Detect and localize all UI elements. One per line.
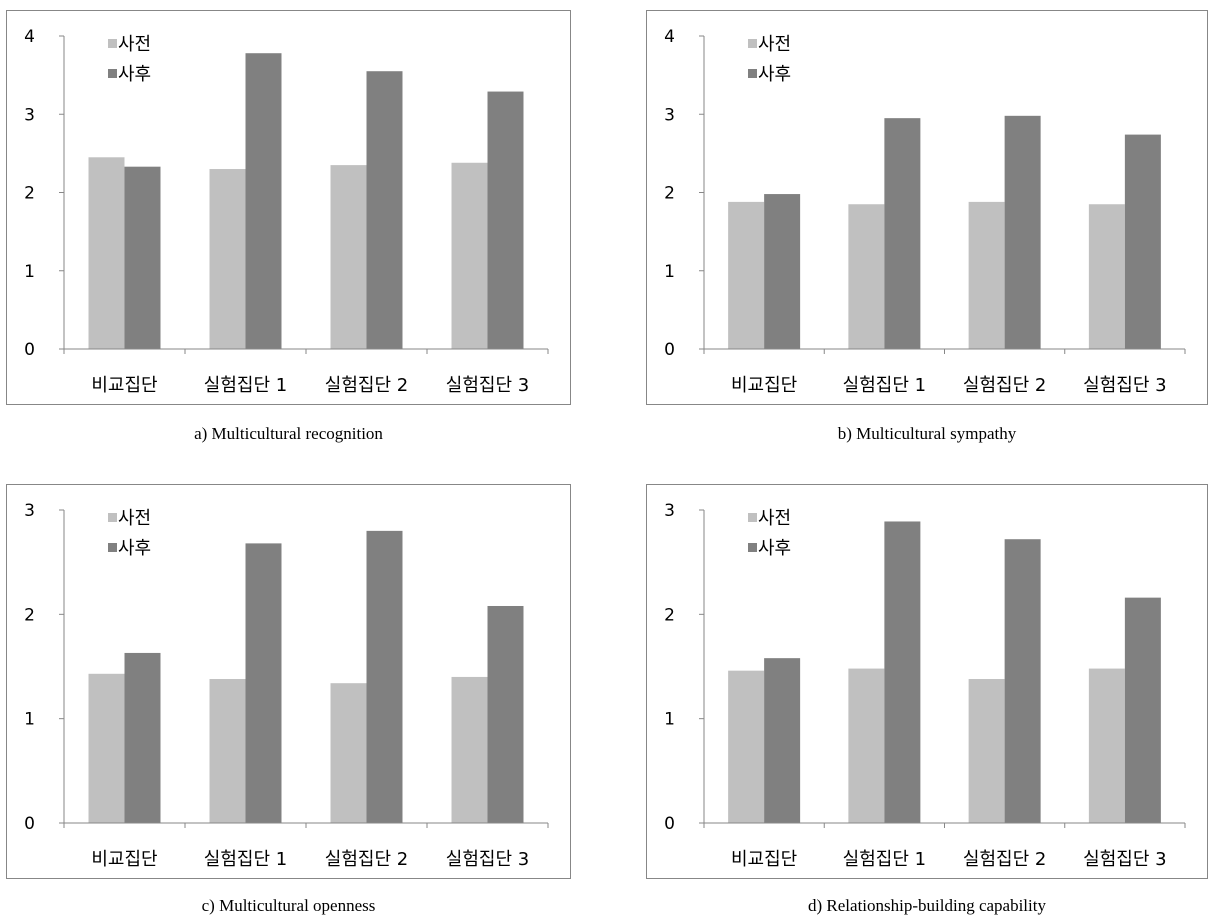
legend-swatch xyxy=(108,39,117,48)
bar-post xyxy=(245,543,282,823)
y-tick-label: 3 xyxy=(664,105,675,125)
legend-label: 사후 xyxy=(118,538,151,559)
legend-label: 사후 xyxy=(758,538,791,559)
y-tick-label: 3 xyxy=(24,501,35,521)
bar-pre xyxy=(1088,204,1125,349)
bar-post xyxy=(245,53,282,350)
bar-post xyxy=(884,118,921,349)
x-tick-label: 비교집단 xyxy=(91,849,157,870)
chart-caption-a: a) Multicultural recognition xyxy=(194,424,383,443)
chart-caption-c: c) Multicultural openness xyxy=(201,896,376,915)
bar-pre xyxy=(209,169,246,349)
bar-post xyxy=(884,521,921,823)
x-tick-label: 실험집단 1 xyxy=(204,375,287,396)
y-tick-label: 4 xyxy=(24,27,35,47)
x-tick-label: 실험집단 2 xyxy=(963,375,1046,396)
x-tick-label: 비교집단 xyxy=(91,375,157,396)
bar-pre xyxy=(968,679,1005,823)
y-tick-label: 0 xyxy=(24,340,35,360)
x-tick-label: 비교집단 xyxy=(731,375,797,396)
bar-pre xyxy=(728,670,765,823)
x-tick-label: 실험집단 3 xyxy=(446,849,529,870)
chart-caption-d: d) Relationship-building capability xyxy=(808,896,1046,915)
bar-pre xyxy=(330,683,367,823)
y-tick-label: 2 xyxy=(24,605,35,625)
bar-pre xyxy=(451,676,488,823)
x-tick-label: 실험집단 1 xyxy=(843,375,926,396)
y-tick-label: 2 xyxy=(664,605,675,625)
bar-post xyxy=(1004,539,1041,823)
x-tick-label: 실험집단 3 xyxy=(446,375,529,396)
legend-swatch xyxy=(748,513,757,522)
x-tick-label: 실험집단 1 xyxy=(843,849,926,870)
x-tick-label: 실험집단 1 xyxy=(204,849,287,870)
y-tick-label: 0 xyxy=(664,814,675,834)
y-tick-label: 1 xyxy=(24,710,35,730)
y-tick-label: 3 xyxy=(664,501,675,521)
legend-swatch xyxy=(748,39,757,48)
bar-pre xyxy=(968,201,1005,349)
x-tick-label: 비교집단 xyxy=(731,849,797,870)
legend-swatch xyxy=(748,543,757,552)
legend-swatch xyxy=(108,543,117,552)
x-tick-label: 실험집단 2 xyxy=(325,849,408,870)
legend-label: 사후 xyxy=(118,64,151,85)
bar-pre xyxy=(848,204,885,349)
bar-post xyxy=(1124,134,1161,349)
x-tick-label: 실험집단 3 xyxy=(1083,375,1166,396)
y-tick-label: 2 xyxy=(664,184,675,204)
y-tick-label: 1 xyxy=(24,262,35,282)
bar-pre xyxy=(451,162,488,349)
bar-pre xyxy=(209,679,246,823)
y-tick-label: 1 xyxy=(664,710,675,730)
legend-label: 사전 xyxy=(118,508,151,529)
bar-post xyxy=(1124,597,1161,823)
bar-post xyxy=(366,530,403,823)
bar-post xyxy=(487,91,524,350)
x-tick-label: 실험집단 2 xyxy=(325,375,408,396)
bar-post xyxy=(124,652,161,823)
legend-label: 사전 xyxy=(758,508,791,529)
bar-pre xyxy=(848,668,885,823)
bar-post xyxy=(1004,115,1041,349)
y-tick-label: 3 xyxy=(24,105,35,125)
bar-pre xyxy=(1088,668,1125,823)
y-tick-label: 0 xyxy=(664,340,675,360)
y-tick-label: 4 xyxy=(664,27,675,47)
legend-swatch xyxy=(108,513,117,522)
bar-post xyxy=(487,605,524,823)
bar-pre xyxy=(728,201,765,349)
y-tick-label: 1 xyxy=(664,262,675,282)
chart-caption-b: b) Multicultural sympathy xyxy=(837,424,1017,443)
bar-pre xyxy=(88,157,125,349)
bar-post xyxy=(764,658,801,823)
legend-label: 사후 xyxy=(758,64,791,85)
bar-post xyxy=(124,166,161,349)
bar-post xyxy=(366,71,403,350)
legend-swatch xyxy=(108,69,117,78)
bar-post xyxy=(764,194,801,349)
x-tick-label: 실험집단 2 xyxy=(963,849,1046,870)
legend-swatch xyxy=(748,69,757,78)
x-tick-label: 실험집단 3 xyxy=(1083,849,1166,870)
bar-pre xyxy=(330,165,367,349)
legend-label: 사전 xyxy=(758,34,791,55)
bar-pre xyxy=(88,673,125,823)
y-tick-label: 2 xyxy=(24,184,35,204)
y-tick-label: 0 xyxy=(24,814,35,834)
legend-label: 사전 xyxy=(118,34,151,55)
